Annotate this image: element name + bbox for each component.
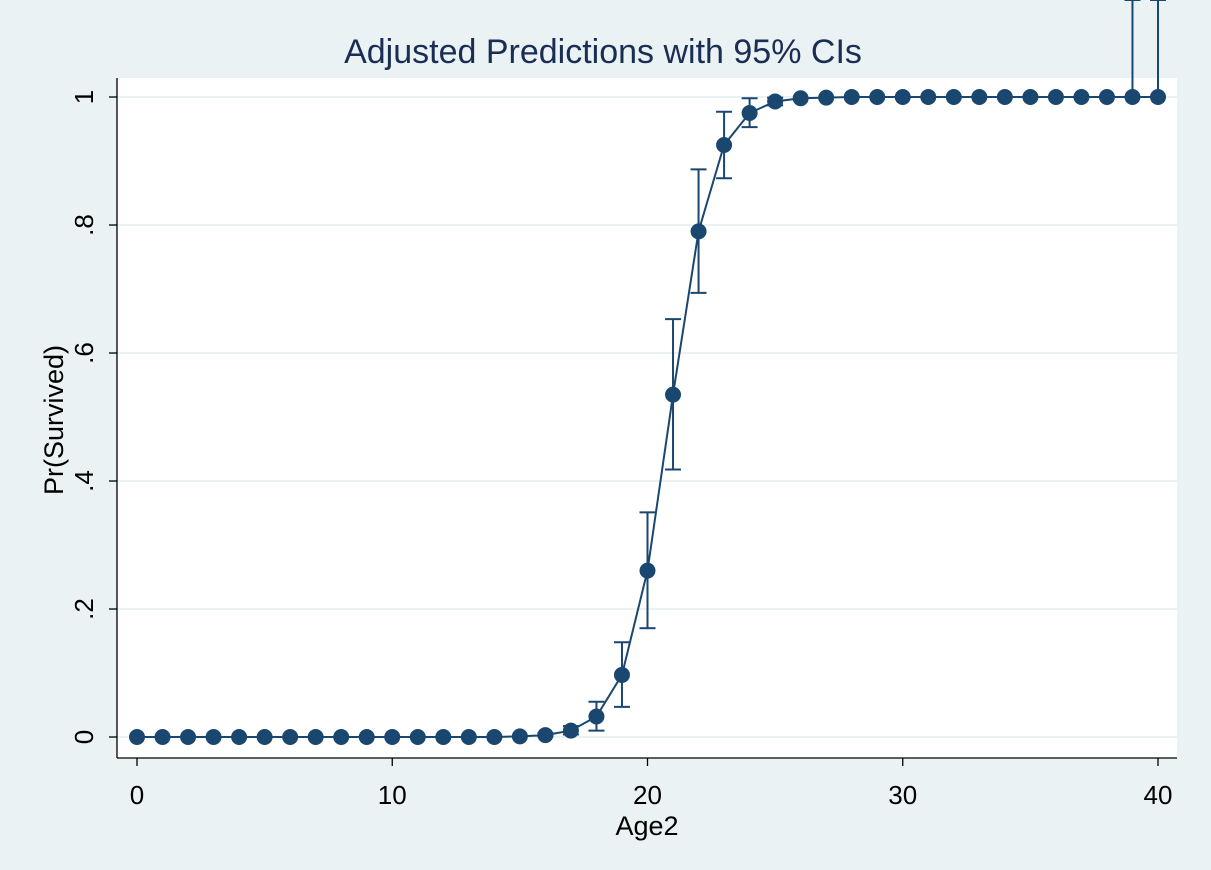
data-point (665, 386, 682, 403)
x-tick-label: 0 (130, 780, 144, 810)
data-point (996, 89, 1013, 105)
data-point (792, 90, 809, 107)
data-point (639, 562, 656, 579)
y-tick-label: .2 (69, 598, 99, 620)
data-point (690, 223, 707, 240)
data-point (358, 729, 375, 745)
data-point (256, 729, 273, 745)
data-point (1150, 89, 1166, 105)
data-point (1022, 89, 1039, 105)
data-point (460, 729, 477, 745)
data-point (409, 729, 426, 745)
data-point (1124, 89, 1141, 105)
data-point (869, 89, 886, 105)
plot-area (117, 78, 1177, 758)
x-tick-label: 10 (378, 780, 407, 810)
data-point (920, 89, 937, 105)
data-point (562, 722, 579, 739)
data-point (129, 729, 145, 745)
x-tick-label: 20 (633, 780, 662, 810)
data-point (1047, 89, 1064, 105)
y-tick-label: .8 (69, 214, 99, 236)
data-point (511, 728, 528, 745)
data-point (205, 729, 222, 745)
data-point (971, 89, 988, 105)
data-point (537, 727, 554, 744)
data-point (307, 729, 324, 745)
y-axis-title: Pr(Survived) (39, 345, 69, 495)
data-point (180, 729, 197, 745)
x-tick-label: 40 (1144, 780, 1173, 810)
data-point (333, 729, 350, 745)
axis-ticks: 0.2.4.6.810 10 20 30 40 (69, 90, 1172, 810)
data-point (384, 729, 401, 745)
y-tick-label: 0 (69, 730, 99, 744)
data-point (945, 89, 962, 105)
data-point (716, 137, 733, 153)
data-point (282, 729, 299, 745)
data-points (129, 89, 1166, 745)
data-point (231, 729, 248, 745)
data-point (741, 105, 758, 121)
data-point (767, 93, 784, 110)
y-tick-label: 1 (69, 90, 99, 104)
x-axis-title: Age2 (615, 811, 678, 841)
data-point (1073, 89, 1090, 105)
y-tick-label: .4 (69, 470, 99, 492)
data-point (154, 729, 171, 745)
chart-title: Adjusted Predictions with 95% CIs (344, 33, 862, 71)
data-point (435, 729, 452, 745)
x-tick-label: 30 (888, 780, 917, 810)
data-point (486, 729, 503, 745)
data-point (843, 89, 860, 105)
y-tick-label: .6 (69, 342, 99, 364)
data-point (613, 666, 630, 683)
data-point (588, 708, 605, 725)
data-point (818, 89, 835, 106)
data-point (1098, 89, 1115, 105)
data-point (894, 89, 911, 105)
